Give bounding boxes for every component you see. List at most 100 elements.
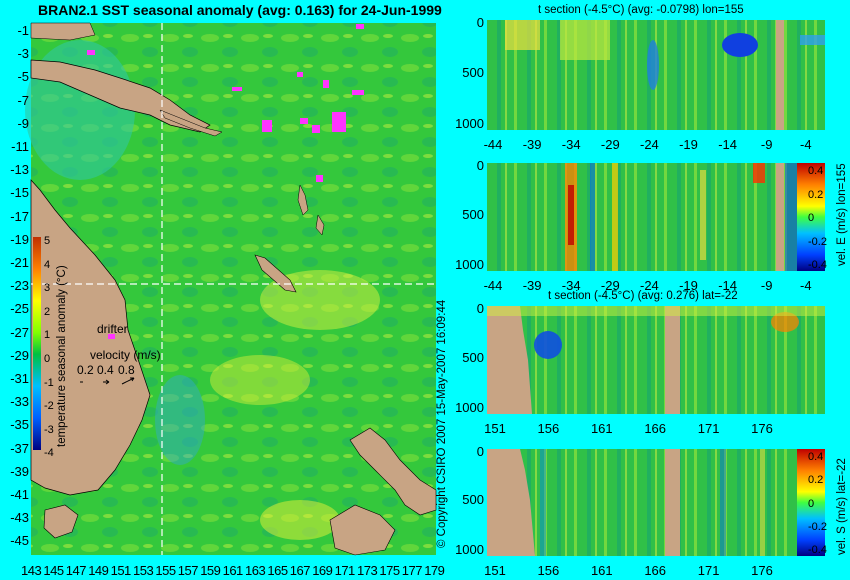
panel2-x-tick: -19 [679,278,698,293]
map-y-tick: -11 [11,139,29,154]
panel3-y-tick: 1000 [455,400,484,415]
panel1-x-tick: -29 [600,137,620,152]
panel3-x-tick: 171 [697,421,720,436]
panel2-x-tick: -4 [800,278,812,293]
panel1-x-tick: -19 [679,137,698,152]
colorbar-tick: 3 [44,282,51,295]
panel2-colorbar-tick: 0.2 [808,188,824,201]
map-y-tick: -45 [10,533,29,549]
velocity-label: velocity (m/s) [90,348,161,362]
colorbar-tick: 5 [44,235,51,247]
colorbar-tick: -3 [44,423,54,436]
colorbar-tick: -4 [44,447,54,460]
panel4-x-tick: 171 [697,563,720,578]
panel2-colorbar-tick: 0.4 [808,165,824,177]
panel2-colorbar-tick: 0 [808,212,815,224]
panel3-x-tick: 166 [644,421,667,436]
panel1-y-tick: 0 [476,15,484,30]
panel2-y-tick: 0 [476,158,484,173]
panel4-y-tick: 1000 [455,542,484,557]
map-x-tick: 155 [155,563,176,578]
panel4-colorbar-tick: -0.2 [808,520,827,533]
map-y-tick: -13 [10,162,29,178]
panel1-x-tick: -4 [800,137,812,152]
colorbar-tick: 2 [44,305,51,318]
map-y-tick: -33 [10,394,29,410]
panel4-x-tick: 166 [644,563,667,578]
map-y-tick: -1 [17,23,29,38]
land-tasmania [43,504,79,539]
map-y-tick: -23 [10,278,29,294]
land-new-caledonia [254,254,297,293]
map-x-tick: 157 [177,563,199,578]
copyright-text: © Copyright CSIRO 2007 15-May-2007 16:09… [436,299,448,548]
panel1-x-tick: -14 [718,137,737,152]
map-y-tick: -9 [17,115,29,131]
panel4-y-tick: 0 [476,444,484,459]
panel1-y-tick: 1000 [455,116,484,131]
map-y-tick: -43 [10,510,29,526]
panel4-y-tick: 500 [462,492,484,508]
panel2-x-tick: -39 [522,278,542,293]
panel4-x-tick: 151 [484,563,506,578]
panel2-y-tick: 500 [462,206,484,222]
map-y-tick: -27 [10,324,29,340]
map-y-tick: -41 [10,487,29,502]
drifter-label: drifter [97,322,128,336]
panel4-x-tick: 156 [537,563,560,578]
map-x-tick: 145 [43,563,64,578]
drifter-markers [87,24,364,339]
panel3-x-tick: 176 [751,421,773,436]
panel3-x-tick: 156 [537,421,560,436]
colorbar-tick: 1 [44,329,51,342]
panel4-colorbar-tick: 0 [808,497,815,510]
map-y-tick: -25 [10,301,29,317]
map-y-tick: -31 [10,371,29,386]
land-australia [30,179,151,496]
map-x-tick: 167 [289,563,311,578]
panel4-x-tick: 161 [590,563,613,578]
panel2-plot [487,163,797,271]
colorbar-tick: -1 [44,376,54,389]
map-y-tick: -39 [10,463,29,479]
panel2-x-tick: -14 [718,278,737,293]
map-x-tick: 143 [21,563,42,578]
map-y-tick: -5 [17,69,29,85]
map-y-tick: -21 [10,255,29,270]
panel4-x-tick: 176 [751,563,773,578]
panel2-y-tick: 1000 [455,257,484,272]
map-x-tick: 179 [424,563,445,578]
panel1-plot [487,20,825,130]
panel2-x-tick: -9 [760,278,773,293]
panel4-colorbar-tick: 0.2 [808,474,824,487]
map-x-tick: 159 [200,563,221,578]
panel2-colorbar-tick: -0.2 [808,235,827,248]
panel3-x-tick: 161 [590,421,613,436]
panel2-x-tick: -24 [639,278,659,293]
colorbar-label: temperature seasonal anomaly (°C) [56,265,68,447]
panel4-colorbar-tick: 0.4 [808,451,824,463]
panel2-colorbar [797,163,825,271]
sst-map [25,22,437,556]
map-y-tick: -3 [17,46,29,62]
panel3-y-tick: 0 [476,301,484,316]
panel2-x-tick: -44 [483,278,503,293]
panel4-colorbar-tick: -0.4 [808,544,827,556]
map-x-tick: 153 [133,563,154,578]
map-y-tick: -35 [10,417,29,433]
panel1-title: t section (-4.5°C) (avg: -0.0798) lon=15… [538,4,744,16]
panel1-x-tick: -39 [522,137,542,152]
map-x-tick: 147 [65,563,87,578]
colorbar-tick: -2 [44,400,54,413]
land-new-zealand [349,427,437,516]
map-colorbar [33,237,41,450]
map-x-tick: 163 [245,563,266,578]
velocity-scale-3: 0.8 [118,363,135,377]
map-title: BRAN2.1 SST seasonal anomaly (avg: 0.163… [38,2,442,18]
velocity-scale-1: 0.2 [77,363,94,377]
panel3-x-tick: 151 [484,421,506,436]
map-x-tick: 151 [110,563,132,578]
map-x-tick: 173 [357,563,378,578]
map-y-tick: -29 [10,347,29,363]
